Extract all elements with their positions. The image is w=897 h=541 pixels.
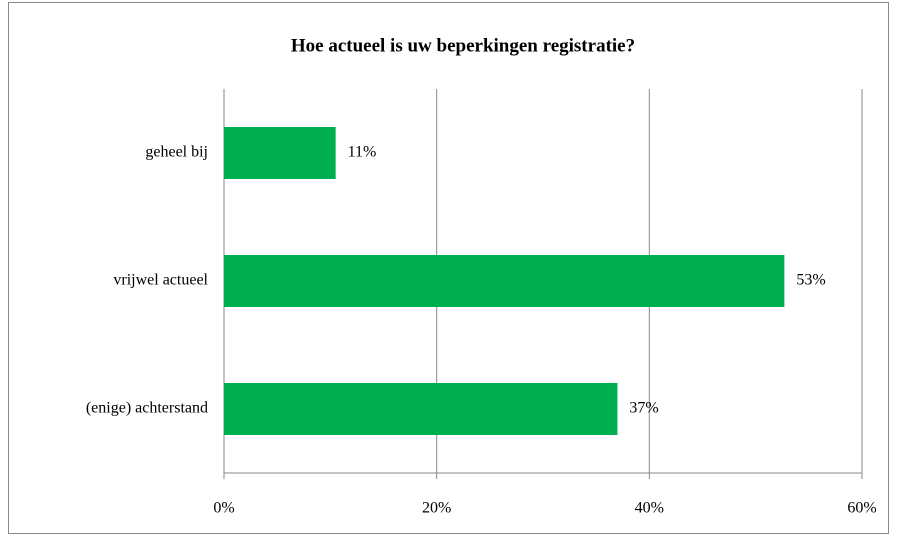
bar (224, 127, 336, 179)
data-label: 53% (796, 272, 825, 289)
x-tick-label: 20% (422, 500, 451, 517)
y-tick-label: vrijwel actueel (113, 272, 208, 289)
bar (224, 383, 618, 435)
x-tick-label: 60% (847, 500, 876, 517)
data-label: 37% (629, 400, 658, 417)
y-tick-label: (enige) achterstand (86, 400, 208, 417)
y-tick-label: geheel bij (145, 144, 208, 161)
data-label: 11% (348, 144, 377, 161)
x-tick-label: 40% (635, 500, 664, 517)
x-tick-label: 0% (213, 500, 234, 517)
bar (224, 255, 785, 307)
chart-title: Hoe actueel is uw beperkingen registrati… (291, 35, 635, 56)
